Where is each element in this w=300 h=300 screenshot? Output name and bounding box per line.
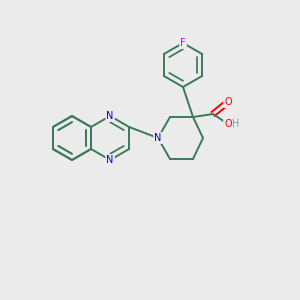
Text: H: H [232, 119, 240, 129]
Text: O: O [224, 97, 232, 107]
Text: N: N [106, 111, 114, 121]
Text: O: O [224, 119, 232, 129]
Text: N: N [106, 155, 114, 165]
Text: F: F [180, 38, 186, 48]
Text: N: N [154, 133, 162, 143]
